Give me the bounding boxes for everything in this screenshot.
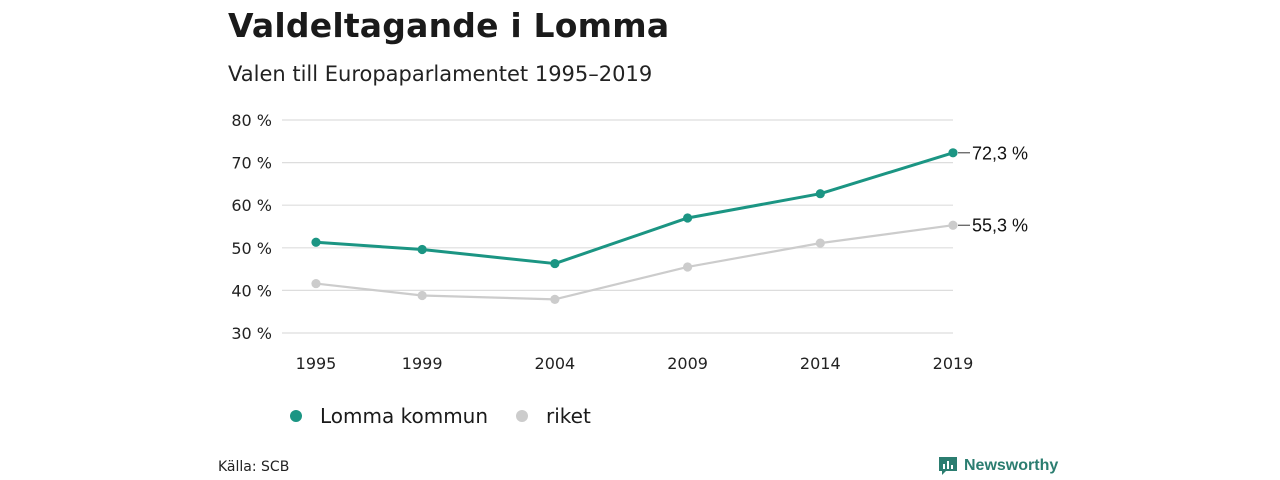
- y-tick-label-80: 80 %: [231, 111, 272, 130]
- bar-chart-speech-bubble-icon: [939, 457, 957, 475]
- chart-subtitle: Valen till Europaparlamentet 1995–2019: [228, 62, 653, 86]
- series-line-riket: [315, 224, 954, 301]
- brand: Newsworthy: [938, 456, 1058, 476]
- y-tick-label-60: 60 %: [231, 196, 272, 215]
- legend-item-riket: riket: [516, 404, 591, 428]
- data-point-lomma-2019: [948, 148, 958, 158]
- x-tick-label-2004: 2004: [535, 354, 576, 373]
- data-point-lomma-2014: [815, 189, 825, 199]
- data-point-lomma-2009: [682, 213, 693, 223]
- line-chart: 30 % 40 % 50 % 60 % 70 % 80 % 1995 1999 2004 2009…: [231, 111, 1028, 373]
- x-tick-label-1999: 1999: [402, 354, 443, 373]
- y-tick-label-50: 50 %: [231, 239, 272, 258]
- end-label-riket: 55,3 %: [972, 216, 1028, 236]
- x-tick-label-2014: 2014: [800, 354, 841, 373]
- legend-marker-riket: [516, 410, 529, 422]
- y-tick-label-70: 70 %: [231, 154, 272, 173]
- data-point-riket-2019: [948, 220, 958, 230]
- x-tick-label-2009: 2009: [667, 354, 708, 373]
- x-tick-label-1995: 1995: [296, 354, 337, 373]
- end-label-lomma: 72,3 %: [972, 143, 1028, 163]
- data-point-riket-1999: [417, 290, 427, 301]
- data-point-riket-2004: [550, 294, 560, 304]
- source-note: Källa: SCB: [218, 459, 290, 475]
- x-tick-label-2019: 2019: [933, 354, 974, 373]
- data-point-lomma-1995: [311, 237, 321, 247]
- y-tick-label-40: 40 %: [231, 281, 272, 300]
- series-line-lomma: [315, 151, 954, 266]
- brand-name: Newsworthy: [964, 457, 1059, 474]
- legend-marker-lomma: [290, 410, 302, 422]
- legend-label-lomma: Lomma kommun: [320, 404, 489, 428]
- legend: Lomma kommun riket: [290, 404, 619, 428]
- data-point-lomma-2004: [550, 258, 560, 269]
- y-tick-label-30: 30 %: [231, 324, 272, 343]
- data-point-riket-2009: [682, 262, 693, 272]
- data-point-lomma-1999: [417, 244, 427, 255]
- legend-item-lomma: Lomma kommun: [290, 404, 488, 428]
- chart-title: Valdeltagande i Lomma: [228, 6, 670, 45]
- legend-label-riket: riket: [546, 404, 591, 428]
- data-point-riket-1995: [311, 278, 321, 289]
- data-point-riket-2014: [815, 238, 825, 248]
